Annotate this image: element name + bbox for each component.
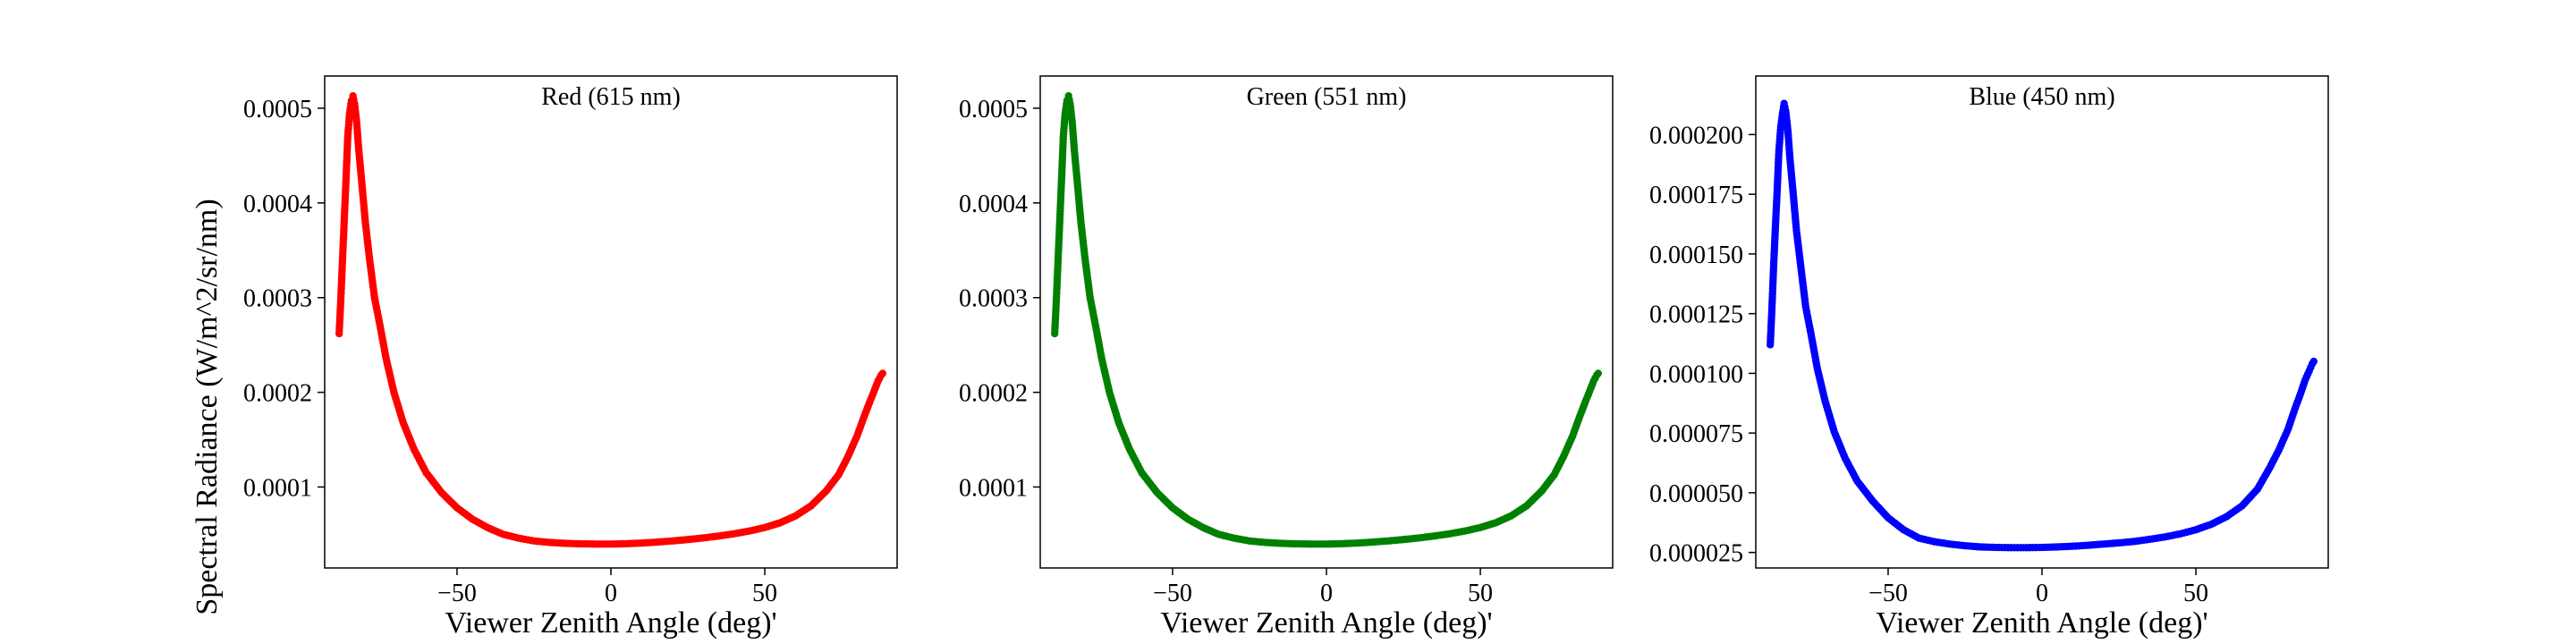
panel-green: Green (551 nm) −50 0 50 0.0001 0.0002 0.0003…	[959, 75, 1614, 640]
panel-title: Red (615 nm)	[541, 83, 681, 111]
x-tick-label: 50	[2183, 580, 2208, 607]
x-tick-label: −50	[1868, 580, 1908, 607]
data-point	[2309, 357, 2318, 366]
data-points-group	[335, 92, 887, 548]
y-axis-label: Spectral Radiance (W/m^2/sr/nm)	[191, 199, 224, 614]
y-tick-label: 0.0002	[243, 380, 312, 408]
panel-blue: Blue (450 nm) −50 0 50 0.0000250.0000500.0…	[1649, 75, 2329, 640]
y-ticks-group: 0.0001 0.0002 0.0003 0.0004 0.0005	[959, 96, 1040, 502]
x-ticks-group: −50 0 50	[437, 568, 777, 607]
y-tick-label: 0.0001	[243, 474, 312, 502]
x-tick-label: −50	[1153, 580, 1192, 607]
y-tick-label: 0.0004	[243, 191, 312, 218]
data-points-group	[1050, 92, 1603, 548]
x-tick-label: 0	[1320, 580, 1333, 607]
data-points-group	[1766, 99, 2318, 552]
y-ticks-group: 0.0001 0.0002 0.0003 0.0004 0.0005	[243, 96, 325, 502]
y-tick-label: 0.0002	[959, 380, 1028, 408]
y-tick-label: 0.000125	[1649, 301, 1743, 329]
x-ticks-group: −50 0 50	[1868, 568, 2208, 607]
y-ticks-group: 0.000025 0.000050 0.000075 0.000100 0.000125…	[1649, 122, 1756, 568]
x-axis-label: Viewer Zenith Angle (deg)'	[1876, 606, 2207, 640]
y-tick-label: 0.0004	[959, 191, 1028, 218]
x-tick-label: 50	[752, 580, 777, 607]
y-tick-label: 0.0003	[243, 285, 312, 313]
panel-red: Red (615 nm) −50 0 50 0.00010.00020.00030.…	[243, 75, 898, 640]
data-point	[1594, 369, 1603, 377]
y-tick-label: 0.0005	[959, 96, 1028, 123]
y-tick-label: 0.000075	[1649, 420, 1743, 448]
y-tick-label: 0.000200	[1649, 122, 1743, 149]
x-tick-label: −50	[437, 580, 477, 607]
panel-title: Green (551 nm)	[1247, 83, 1407, 111]
x-ticks-group: −50 0 50	[1153, 568, 1493, 607]
x-tick-label: 0	[605, 580, 617, 607]
x-axis-label: Viewer Zenith Angle (deg)'	[445, 606, 776, 640]
x-tick-label: 50	[1468, 580, 1493, 607]
data-point	[878, 369, 887, 377]
y-tick-label: 0.000050	[1649, 480, 1743, 508]
y-tick-label: 0.000100	[1649, 360, 1743, 388]
y-tick-label: 0.0005	[243, 96, 312, 123]
y-tick-label: 0.000175	[1649, 182, 1743, 209]
y-tick-label: 0.0001	[959, 474, 1028, 502]
y-tick-label: 0.000150	[1649, 242, 1743, 269]
panel-title: Blue (450 nm)	[1969, 83, 2114, 111]
y-tick-label: 0.0003	[959, 285, 1028, 313]
x-tick-label: 0	[2036, 580, 2048, 607]
x-axis-label: Viewer Zenith Angle (deg)'	[1160, 606, 1492, 640]
y-tick-label: 0.000025	[1649, 540, 1743, 568]
